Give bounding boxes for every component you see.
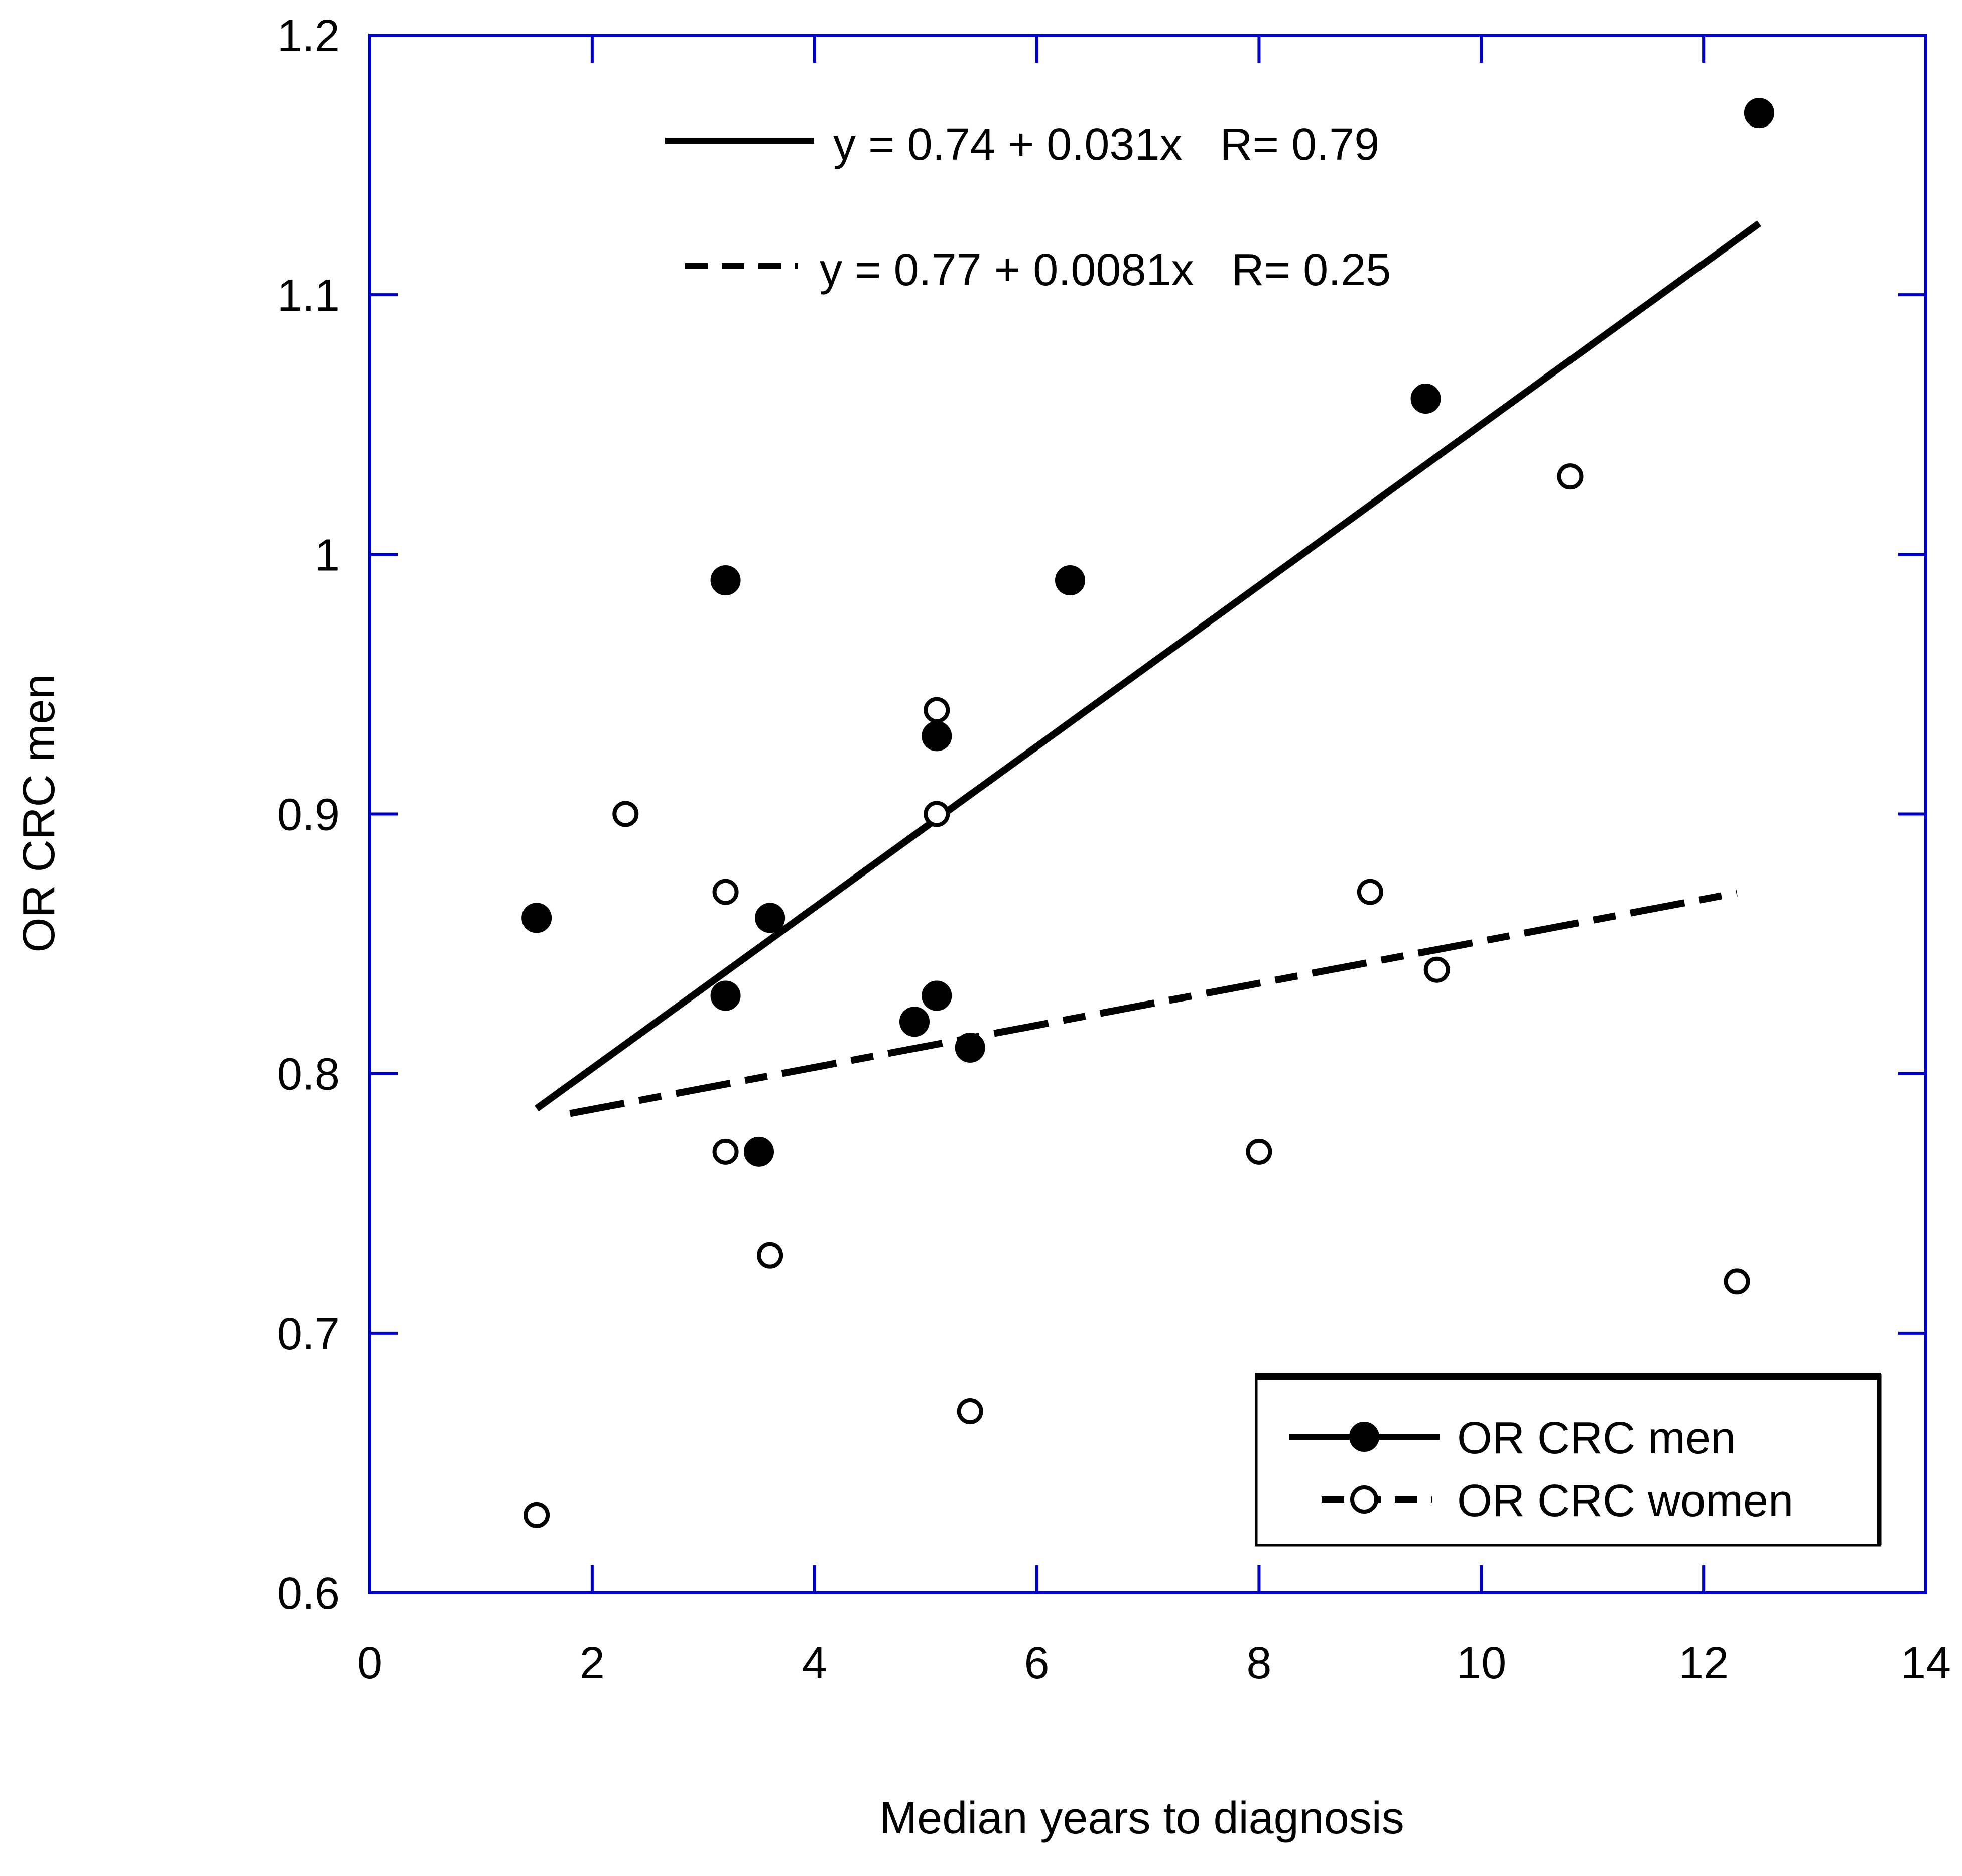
y-axis-label: OR CRC men xyxy=(14,674,64,952)
point-men xyxy=(1744,98,1774,129)
point-men xyxy=(922,721,952,752)
fit-line xyxy=(535,220,1761,1112)
point-women xyxy=(1246,1138,1272,1165)
fit-lines xyxy=(535,220,1761,1117)
y-tick-label: 0.9 xyxy=(277,790,340,840)
legend-box xyxy=(1255,1373,1881,1547)
data-points xyxy=(521,98,1774,1528)
point-men xyxy=(1410,384,1441,414)
legend-men-marker xyxy=(1349,1422,1379,1452)
point-women xyxy=(612,801,639,827)
point-women xyxy=(1357,879,1383,905)
point-men xyxy=(1055,565,1085,596)
point-men xyxy=(710,980,741,1011)
point-women xyxy=(524,1502,550,1528)
x-tick-label: 2 xyxy=(580,1638,605,1688)
x-tick-label: 12 xyxy=(1678,1638,1729,1688)
legend-women-marker xyxy=(1350,1485,1378,1514)
tick-labels: 0 2 4 6 8 10 12 14 0.6 0.7 0.8 0.9 1 1.1 1.2 xyxy=(277,11,1951,1688)
x-axis-label: Median years to diagnosis xyxy=(879,1793,1404,1843)
y-tick-label: 1.1 xyxy=(277,271,340,321)
point-women xyxy=(924,697,950,723)
point-men xyxy=(755,903,786,933)
x-tick-label: 14 xyxy=(1901,1638,1951,1688)
legend-women-label: OR CRC women xyxy=(1457,1476,1793,1526)
y-tick-label: 0.8 xyxy=(277,1050,340,1100)
equation-annotations: y = 0.74 + 0.031x R= 0.79 y = 0.77 + 0.0… xyxy=(665,119,1391,295)
x-tick-label: 8 xyxy=(1246,1638,1271,1688)
y-tick-label: 1 xyxy=(315,530,340,580)
point-men xyxy=(710,565,741,596)
legend-men-label: OR CRC men xyxy=(1457,1413,1736,1463)
point-women xyxy=(1724,1268,1750,1295)
point-women xyxy=(1557,463,1584,490)
point-men xyxy=(521,903,552,933)
y-tick-label: 1.2 xyxy=(277,11,340,61)
legend: OR CRC men OR CRC women xyxy=(1255,1373,1882,1547)
point-women xyxy=(757,1242,783,1269)
x-tick-label: 10 xyxy=(1456,1638,1506,1688)
point-women xyxy=(712,879,739,905)
point-women xyxy=(1423,956,1450,983)
point-men xyxy=(922,980,952,1011)
point-men xyxy=(744,1136,774,1167)
annotation-women-fit: y = 0.77 + 0.0081x R= 0.25 xyxy=(820,245,1391,295)
fit-line xyxy=(569,889,1738,1117)
x-tick-label: 4 xyxy=(802,1638,827,1688)
point-women xyxy=(924,801,950,827)
point-men xyxy=(955,1032,985,1063)
annotation-men-fit: y = 0.74 + 0.031x R= 0.79 xyxy=(833,119,1379,170)
point-women xyxy=(957,1398,983,1424)
x-tick-label: 0 xyxy=(357,1638,382,1688)
y-tick-label: 0.7 xyxy=(277,1309,340,1359)
axes xyxy=(368,34,1927,1594)
point-men xyxy=(899,1007,930,1037)
point-women xyxy=(712,1138,739,1165)
x-tick-label: 6 xyxy=(1024,1638,1050,1688)
y-tick-label: 0.6 xyxy=(277,1569,340,1619)
